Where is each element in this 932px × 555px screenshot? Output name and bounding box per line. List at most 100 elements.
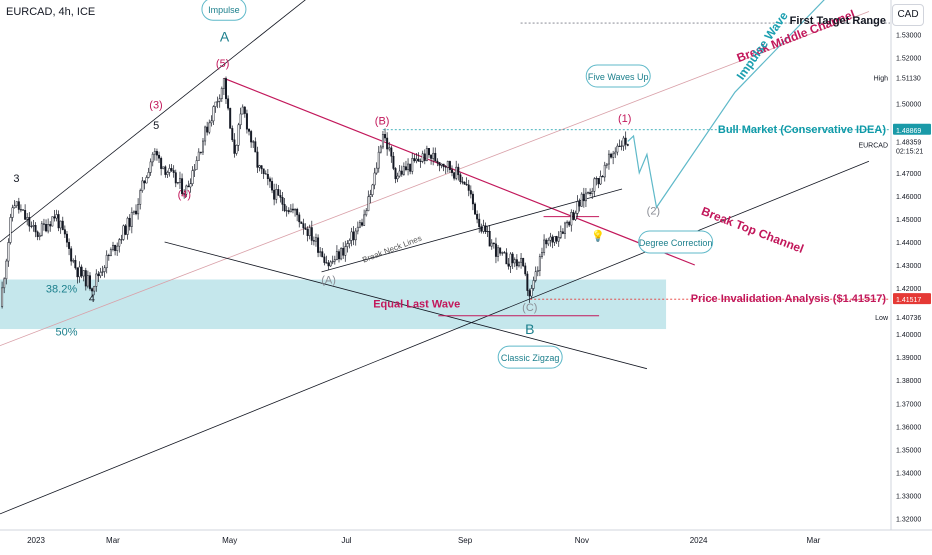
candle-body bbox=[32, 225, 35, 227]
wave-A-paren-label: (A) bbox=[321, 274, 336, 286]
candle-body bbox=[178, 178, 181, 183]
candle-body bbox=[610, 153, 613, 158]
candle-body bbox=[147, 172, 150, 178]
candle-body bbox=[19, 209, 22, 211]
candle bbox=[239, 107, 242, 130]
candle-body bbox=[30, 225, 33, 227]
candle-body bbox=[197, 151, 200, 161]
candle bbox=[122, 224, 125, 241]
candle bbox=[361, 218, 364, 227]
impulse-bubble[interactable]: Impulse bbox=[201, 0, 247, 21]
candle-body bbox=[589, 192, 592, 195]
candle-body bbox=[369, 194, 372, 198]
candle-body bbox=[555, 236, 558, 242]
candle bbox=[325, 255, 328, 264]
candle bbox=[70, 246, 73, 266]
candle-body bbox=[116, 245, 119, 251]
candle-body bbox=[57, 214, 60, 229]
candle-body bbox=[141, 180, 144, 191]
classic-zigzag-bubble-text: Classic Zigzag bbox=[501, 353, 560, 363]
candle bbox=[626, 143, 629, 147]
candle-body bbox=[574, 213, 577, 220]
candle-body bbox=[65, 233, 68, 243]
high-price-tag-text: 1.51130 bbox=[896, 76, 921, 83]
candle-body bbox=[277, 189, 280, 196]
candle-body bbox=[457, 166, 460, 176]
price-tick-label: 1.47000 bbox=[896, 171, 921, 178]
candle bbox=[47, 218, 50, 234]
candle-body bbox=[17, 201, 20, 210]
candle bbox=[281, 191, 284, 212]
candle bbox=[308, 224, 311, 240]
candle-body bbox=[432, 152, 435, 159]
candle bbox=[453, 172, 456, 181]
candle-body bbox=[591, 191, 594, 195]
candle bbox=[310, 220, 313, 245]
candle-body bbox=[126, 217, 129, 235]
candle bbox=[582, 187, 585, 208]
low-price-tag-bg bbox=[893, 311, 931, 323]
candle bbox=[36, 230, 39, 241]
candle-body bbox=[296, 209, 299, 216]
candle-body bbox=[103, 267, 106, 272]
candle bbox=[220, 86, 223, 103]
price-tick-label: 1.42000 bbox=[896, 286, 921, 293]
candle bbox=[222, 78, 225, 95]
candle bbox=[197, 148, 200, 161]
candle-body bbox=[396, 175, 399, 180]
classic-zigzag-bubble[interactable]: Classic Zigzag bbox=[497, 345, 563, 369]
candle bbox=[45, 219, 48, 233]
candle bbox=[624, 131, 627, 150]
candle bbox=[499, 247, 502, 256]
candle-body bbox=[444, 166, 447, 168]
time-tick-label: Nov bbox=[575, 536, 589, 545]
candle bbox=[277, 184, 280, 196]
candle-body bbox=[243, 106, 246, 114]
fib-zone bbox=[0, 279, 667, 330]
candle-body bbox=[494, 243, 497, 257]
degree-correction-bubble[interactable]: Degree Correction bbox=[638, 230, 714, 254]
candle-body bbox=[578, 201, 581, 207]
candle bbox=[99, 267, 102, 279]
candle-body bbox=[423, 153, 426, 161]
candle bbox=[206, 121, 209, 136]
candle bbox=[65, 230, 68, 248]
candle bbox=[229, 107, 232, 129]
candle-body bbox=[262, 168, 265, 174]
candle-body bbox=[501, 252, 504, 254]
candle-body bbox=[199, 151, 202, 153]
candle bbox=[620, 140, 623, 151]
candle bbox=[425, 145, 428, 162]
candle-body bbox=[74, 260, 77, 269]
candle bbox=[137, 198, 140, 220]
candle-body bbox=[128, 217, 131, 227]
degree-correction-bubble-frame bbox=[638, 230, 714, 254]
candle-body bbox=[338, 251, 340, 260]
candle bbox=[329, 260, 332, 267]
candle-body bbox=[624, 137, 627, 145]
candle-body bbox=[381, 134, 384, 148]
candle-body bbox=[160, 157, 163, 169]
candle bbox=[304, 223, 307, 231]
currency-button[interactable]: CAD bbox=[892, 4, 924, 26]
candle-body bbox=[593, 178, 596, 192]
candle-body bbox=[358, 222, 361, 228]
candle bbox=[551, 234, 554, 249]
candle-body bbox=[434, 152, 437, 162]
candle bbox=[605, 163, 608, 169]
candle-body bbox=[379, 146, 382, 153]
high-price-tag: 1.51130 bbox=[893, 71, 931, 83]
candle bbox=[568, 220, 571, 228]
candle-body bbox=[348, 240, 351, 244]
candle-body bbox=[505, 252, 508, 265]
candle-body bbox=[453, 172, 456, 179]
candle-body bbox=[471, 193, 474, 205]
candle-body bbox=[451, 169, 453, 173]
candle-body bbox=[109, 249, 112, 256]
five-waves-up-bubble[interactable]: Five Waves Up bbox=[585, 64, 651, 88]
candle bbox=[442, 163, 445, 172]
current-price-tag-text: 1.48869 bbox=[896, 128, 921, 135]
candle bbox=[24, 204, 27, 220]
candle bbox=[264, 170, 267, 175]
